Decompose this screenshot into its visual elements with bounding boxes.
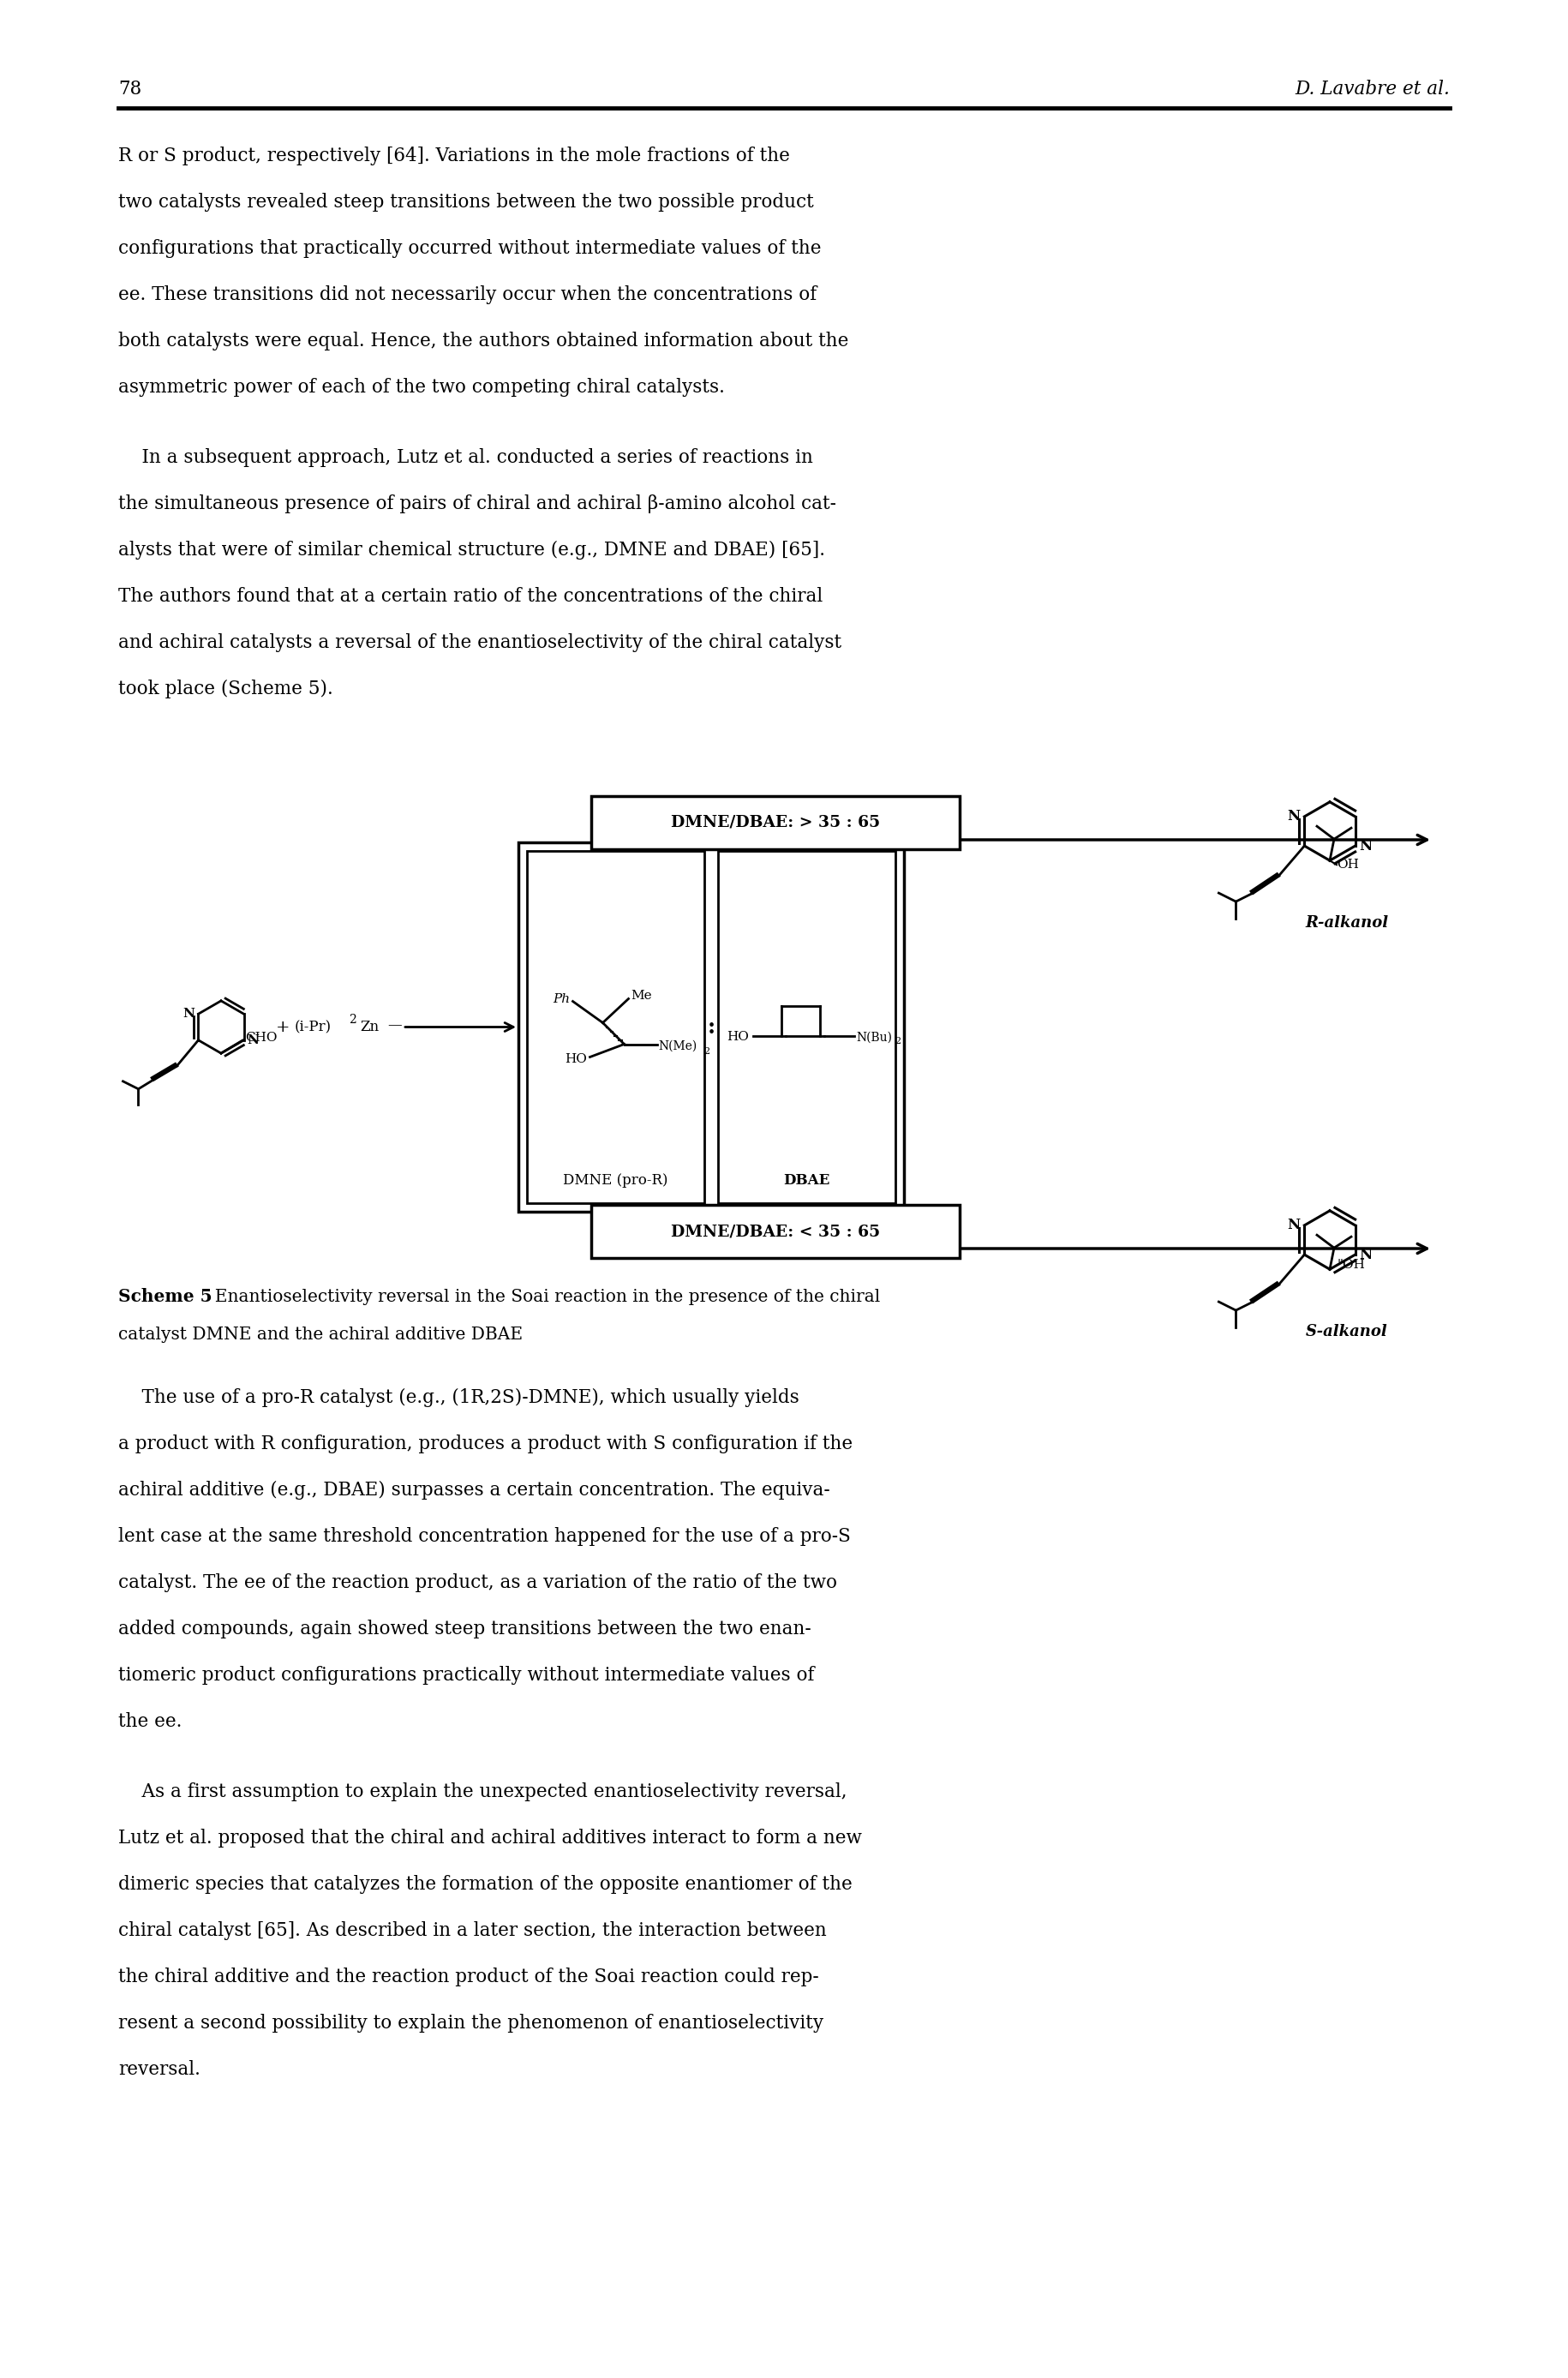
Text: S-alkanol: S-alkanol (1306, 1325, 1388, 1339)
Text: As a first assumption to explain the unexpected enantioselectivity reversal,: As a first assumption to explain the une… (118, 1784, 847, 1800)
Text: DMNE (pro-R): DMNE (pro-R) (563, 1172, 668, 1187)
Text: took place (Scheme 5).: took place (Scheme 5). (118, 680, 332, 699)
Text: (i-Pr): (i-Pr) (295, 1020, 332, 1034)
Bar (718, 851, 895, 1203)
Text: achiral additive (e.g., DBAE) surpasses a certain concentration. The equiva-: achiral additive (e.g., DBAE) surpasses … (118, 1481, 829, 1501)
Text: N(Me): N(Me) (659, 1039, 698, 1051)
Text: :: : (707, 1018, 715, 1037)
Text: In a subsequent approach, Lutz et al. conducted a series of reactions in: In a subsequent approach, Lutz et al. co… (118, 447, 814, 466)
Text: R-alkanol: R-alkanol (1305, 916, 1389, 930)
Bar (591, 797, 960, 849)
Text: both catalysts were equal. Hence, the authors obtained information about the: both catalysts were equal. Hence, the au… (118, 331, 848, 350)
Text: N: N (1359, 1248, 1372, 1263)
Text: 78: 78 (118, 81, 141, 97)
Text: reversal.: reversal. (118, 2059, 201, 2078)
Text: chiral catalyst [65]. As described in a later section, the interaction between: chiral catalyst [65]. As described in a … (118, 1921, 826, 1940)
Bar (519, 842, 905, 1213)
Text: a product with R configuration, produces a product with S configuration if the: a product with R configuration, produces… (118, 1434, 853, 1453)
Text: N: N (1287, 1218, 1300, 1232)
Text: Me: Me (630, 989, 652, 1001)
Text: OH: OH (1336, 858, 1359, 870)
Text: +: + (276, 1020, 290, 1034)
Text: ee. These transitions did not necessarily occur when the concentrations of: ee. These transitions did not necessaril… (118, 285, 817, 304)
Text: DBAE: DBAE (784, 1172, 829, 1187)
Text: the simultaneous presence of pairs of chiral and achiral β-amino alcohol cat-: the simultaneous presence of pairs of ch… (118, 495, 836, 514)
Text: resent a second possibility to explain the phenomenon of enantioselectivity: resent a second possibility to explain t… (118, 2014, 823, 2033)
Text: N: N (183, 1008, 194, 1020)
Text: catalyst. The ee of the reaction product, as a variation of the ratio of the two: catalyst. The ee of the reaction product… (118, 1574, 837, 1593)
Text: dimeric species that catalyzes the formation of the opposite enantiomer of the: dimeric species that catalyzes the forma… (118, 1874, 853, 1893)
Text: added compounds, again showed steep transitions between the two enan-: added compounds, again showed steep tran… (118, 1619, 811, 1638)
Text: N: N (1359, 839, 1372, 854)
Text: tiomeric product configurations practically without intermediate values of: tiomeric product configurations practica… (118, 1667, 814, 1684)
Text: Ph: Ph (554, 992, 571, 1006)
Text: 2: 2 (348, 1013, 356, 1027)
Text: alysts that were of similar chemical structure (e.g., DMNE and DBAE) [65].: alysts that were of similar chemical str… (118, 540, 825, 559)
Text: 2: 2 (895, 1037, 902, 1046)
Text: lent case at the same threshold concentration happened for the use of a pro-​S: lent case at the same threshold concentr… (118, 1527, 851, 1546)
Text: N: N (1287, 809, 1300, 823)
Bar (591, 1206, 960, 1258)
Text: D. Lavabre et al.: D. Lavabre et al. (1295, 81, 1450, 97)
Text: —: — (387, 1018, 401, 1032)
Text: DMNE/DBAE: > 35 : 65: DMNE/DBAE: > 35 : 65 (671, 816, 880, 830)
Text: Lutz et al. proposed that the chiral and achiral additives interact to form a ne: Lutz et al. proposed that the chiral and… (118, 1829, 862, 1848)
Text: "OH: "OH (1336, 1258, 1364, 1270)
Text: 2: 2 (704, 1046, 710, 1056)
Text: catalyst DMNE and the achiral additive DBAE: catalyst DMNE and the achiral additive D… (118, 1327, 522, 1344)
Text: HO: HO (564, 1053, 588, 1065)
Text: configurations that practically occurred without intermediate values of the: configurations that practically occurred… (118, 240, 822, 257)
Text: asymmetric power of each of the two competing chiral catalysts.: asymmetric power of each of the two comp… (118, 378, 724, 397)
Text: The authors found that at a certain ratio of the concentrations of the chiral: The authors found that at a certain rati… (118, 587, 823, 606)
Text: Zn: Zn (361, 1020, 379, 1034)
Text: HO: HO (728, 1032, 750, 1044)
Text: CHO: CHO (245, 1032, 278, 1044)
Text: Enantioselectivity reversal in the Soai reaction in the presence of the chiral: Enantioselectivity reversal in the Soai … (204, 1289, 880, 1306)
Text: DMNE/DBAE: < 35 : 65: DMNE/DBAE: < 35 : 65 (671, 1225, 880, 1239)
Text: Scheme 5: Scheme 5 (118, 1289, 212, 1306)
Text: and achiral catalysts a reversal of the enantioselectivity of the chiral catalys: and achiral catalysts a reversal of the … (118, 633, 842, 652)
Text: R or S product, respectively [64]. Variations in the mole fractions of the: R or S product, respectively [64]. Varia… (118, 147, 790, 166)
Text: the ee.: the ee. (118, 1712, 182, 1731)
Text: N(Bu): N(Bu) (856, 1032, 892, 1044)
Text: N: N (248, 1034, 259, 1046)
Text: The use of a pro-​R catalyst (e.g., (1R,2S)-DMNE), which usually yields: The use of a pro-​R catalyst (e.g., (1R,… (118, 1389, 800, 1408)
Text: the chiral additive and the reaction product of the Soai reaction could rep-: the chiral additive and the reaction pro… (118, 1967, 818, 1986)
Text: two catalysts revealed steep transitions between the two possible product: two catalysts revealed steep transitions… (118, 193, 814, 212)
Bar (527, 851, 704, 1203)
